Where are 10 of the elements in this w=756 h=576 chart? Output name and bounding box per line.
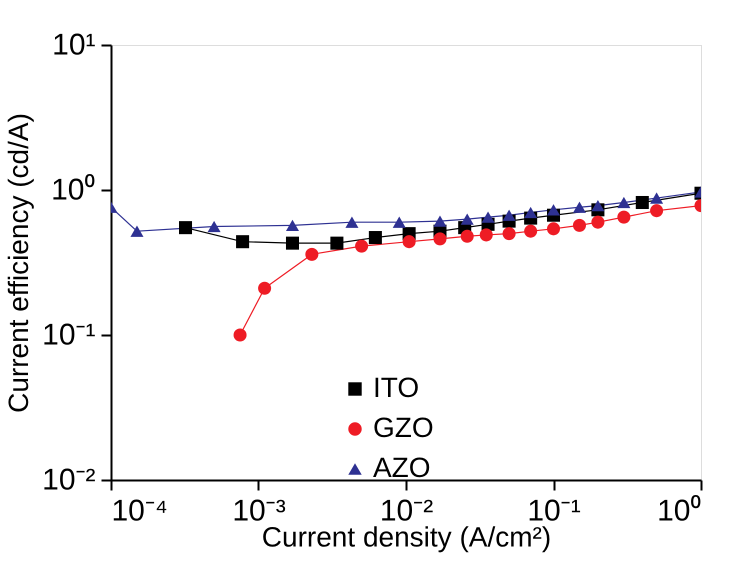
- y-tick-label: 10⁻²: [42, 464, 96, 496]
- x-tick-label: 10⁰: [657, 494, 702, 528]
- y-tick-label: 10⁻¹: [42, 318, 96, 352]
- y-tick-label: 10⁰: [51, 174, 96, 206]
- y-axis-title: Current efficiency (cd/A): [3, 113, 34, 413]
- y-tick-label: 10¹: [52, 28, 96, 62]
- legend-label: ITO: [373, 372, 420, 403]
- legend-label: AZO: [373, 452, 431, 483]
- x-tick-label: 10⁻⁴: [112, 494, 168, 528]
- legend-label: GZO: [373, 412, 434, 443]
